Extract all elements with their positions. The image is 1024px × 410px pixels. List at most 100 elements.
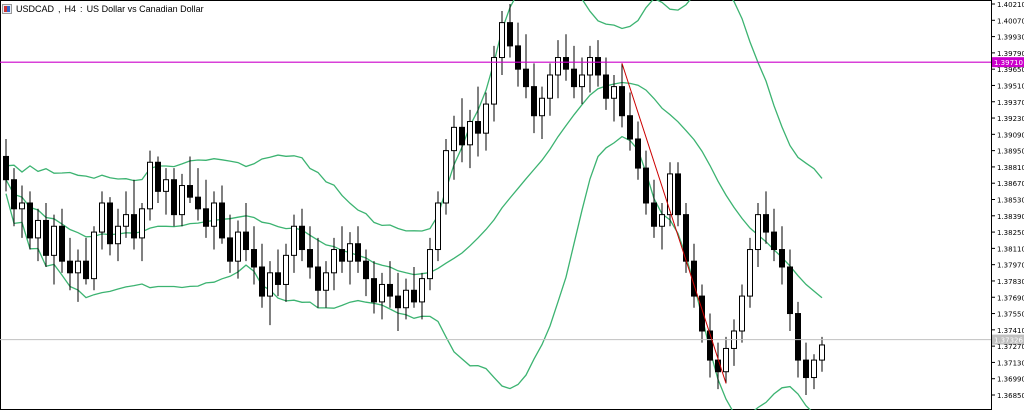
candle-body-up <box>739 295 745 332</box>
candle <box>51 214 57 285</box>
candle-body-down <box>43 219 49 256</box>
y-tick-label: 1.39650 <box>997 66 1024 74</box>
y-tick-label: 1.39790 <box>997 50 1024 58</box>
candle-body-down <box>227 237 233 262</box>
candle-body-up <box>467 121 473 146</box>
y-tick-label: 1.37270 <box>997 343 1024 351</box>
candle <box>627 92 633 151</box>
candle <box>499 10 505 75</box>
candle-body-down <box>131 214 137 239</box>
candle-body-down <box>603 74 609 99</box>
candle-body-down <box>515 45 521 70</box>
y-tick-label: 1.36850 <box>997 392 1024 400</box>
candle <box>403 278 409 320</box>
candle-body-up <box>419 278 425 303</box>
candle-body-up <box>99 202 105 233</box>
candle <box>211 191 217 250</box>
candle-body-up <box>323 272 329 291</box>
trend-line <box>621 63 727 384</box>
candle-body-down <box>595 57 601 76</box>
candle-body-down <box>619 86 625 117</box>
candle-body-down <box>651 202 657 227</box>
candle-body-down <box>675 173 681 216</box>
y-tick-label: 1.38810 <box>997 164 1024 172</box>
candle-body-up <box>347 243 353 262</box>
candle-body-down <box>219 202 225 239</box>
candle-body-up <box>267 272 273 297</box>
candle <box>819 336 825 372</box>
y-tick-label: 1.40210 <box>997 1 1024 9</box>
candle-body-down <box>187 185 193 198</box>
candle <box>339 226 345 273</box>
y-tick-label: 1.38250 <box>997 229 1024 237</box>
candle <box>531 63 537 134</box>
candle-body-up <box>211 202 217 227</box>
candle-body-down <box>763 214 769 233</box>
y-tick-label: 1.37550 <box>997 311 1024 319</box>
candle <box>571 45 577 99</box>
candle <box>803 342 809 395</box>
candle <box>363 249 369 297</box>
candle <box>163 168 169 215</box>
candle <box>203 179 209 238</box>
current-price-label: 1.37326 <box>994 337 1023 345</box>
bollinger-bands <box>5 0 823 410</box>
candle-body-down <box>787 266 793 315</box>
candle <box>395 272 401 331</box>
candle <box>595 40 601 87</box>
candle <box>3 138 9 192</box>
candle <box>659 202 665 250</box>
y-tick-label: 1.38950 <box>997 148 1024 156</box>
candle-body-up <box>483 103 489 134</box>
candle-body-up <box>811 359 817 379</box>
candle <box>515 22 521 87</box>
candle-body-down <box>507 22 513 47</box>
candle-body-up <box>611 86 617 99</box>
candle <box>19 185 25 238</box>
y-tick-label: 1.37410 <box>997 327 1024 335</box>
candle <box>771 208 777 262</box>
candle <box>507 4 513 58</box>
bollinger-middle-line <box>5 81 823 299</box>
candle-body-down <box>243 231 249 251</box>
candle-body-down <box>643 167 649 204</box>
candle <box>555 40 561 99</box>
candle-body-up <box>819 344 825 361</box>
candle <box>579 57 585 105</box>
candle <box>123 191 129 238</box>
candle <box>131 179 137 250</box>
candle <box>43 202 49 267</box>
candle-body-up <box>747 249 753 297</box>
candle-body-up <box>123 214 129 227</box>
candle <box>99 191 105 250</box>
candle-body-up <box>443 150 449 204</box>
candle-body-up <box>555 57 561 76</box>
candle-body-up <box>91 231 97 280</box>
candle <box>83 237 89 285</box>
candle-body-down <box>155 161 161 192</box>
candle-body-down <box>203 208 209 227</box>
candle <box>707 313 713 378</box>
candle-body-up <box>491 57 497 105</box>
candle-body-up <box>403 289 409 309</box>
candles <box>3 4 825 395</box>
chart-symbol-icon <box>2 4 12 14</box>
candle <box>691 243 697 308</box>
candle <box>91 226 97 291</box>
candle <box>523 34 529 99</box>
candle-body-up <box>539 97 545 117</box>
candle-body-down <box>67 260 73 274</box>
candle <box>731 319 737 366</box>
candle-body-up <box>659 214 665 227</box>
candle <box>811 354 817 390</box>
y-tick-label: 1.39370 <box>997 99 1024 107</box>
candle-body-down <box>259 266 265 297</box>
candle-body-up <box>179 185 185 216</box>
candle-body-down <box>627 115 633 140</box>
candle <box>747 237 753 308</box>
candle <box>603 57 609 110</box>
candle <box>563 34 569 81</box>
candle <box>539 86 545 139</box>
candle-body-down <box>83 260 89 280</box>
